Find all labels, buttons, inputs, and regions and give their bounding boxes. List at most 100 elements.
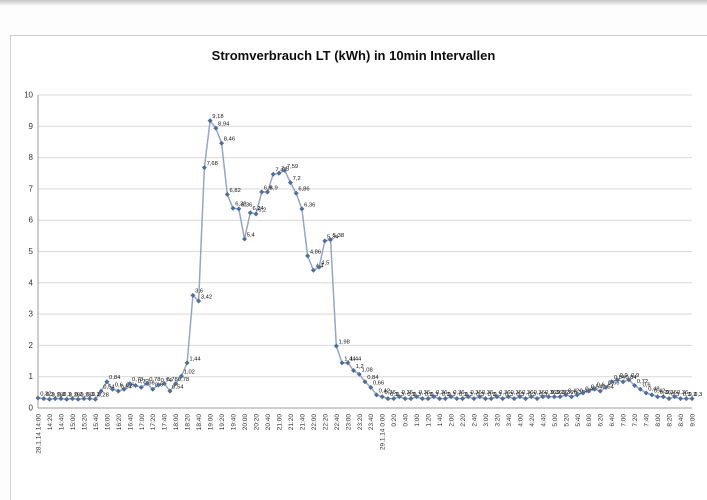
x-tick-label: 16:20: [116, 414, 123, 431]
data-point-label: 0,36: [522, 390, 533, 396]
data-point-label: 0,54: [602, 384, 614, 390]
data-point-label: 0,3: [488, 392, 496, 398]
data-point-marker: [460, 396, 466, 402]
data-point-label: 3,42: [201, 294, 212, 300]
data-point-marker: [201, 165, 207, 171]
data-point-marker: [230, 205, 236, 211]
x-tick-label: 18:20: [185, 414, 192, 431]
data-point-marker: [316, 264, 322, 270]
x-tick-label: 22:20: [322, 414, 329, 431]
data-point-marker: [69, 396, 75, 402]
data-point-marker: [551, 394, 557, 400]
data-point-marker: [557, 394, 563, 400]
data-point-label: 0,36: [384, 390, 395, 396]
data-point-label: 0,3: [688, 392, 696, 398]
data-point-label: 0,9: [620, 373, 628, 379]
data-point-label: 6,86: [298, 187, 309, 193]
x-tick-label: 3:20: [494, 414, 501, 427]
data-point-marker: [591, 386, 597, 392]
data-point-marker: [133, 382, 139, 388]
data-point-label: 0,36: [534, 390, 545, 396]
x-tick-label: 23:20: [357, 414, 364, 431]
data-point-label: 0,78: [149, 377, 160, 383]
data-point-label: 0,36: [499, 390, 510, 396]
x-tick-label: 7:20: [632, 414, 639, 427]
data-point-marker: [534, 396, 540, 402]
data-point-marker: [345, 360, 351, 366]
data-point-label: 7,47: [275, 168, 286, 174]
x-tick-label: 17:00: [139, 414, 146, 431]
y-tick-label: 9: [29, 122, 34, 131]
x-tick-label: 5:20: [563, 414, 570, 427]
data-point-marker: [396, 394, 402, 400]
x-tick-label: 21:00: [276, 414, 283, 431]
data-point-marker: [632, 382, 638, 388]
data-point-marker: [580, 390, 586, 396]
data-point-label: 0,84: [367, 375, 379, 381]
data-point-label: 0,3: [86, 392, 94, 398]
data-point-marker: [224, 192, 230, 198]
x-tick-label: 6:40: [609, 414, 616, 427]
data-point-marker: [448, 394, 454, 400]
data-point-label: 5,38: [333, 233, 344, 239]
data-point-marker: [419, 396, 425, 402]
data-point-label: 0,36: [551, 390, 562, 396]
x-tick-label: 19:20: [219, 414, 226, 431]
x-tick-label: 23:40: [368, 414, 375, 431]
data-point-label: 8,94: [218, 122, 230, 128]
x-tick-label: 21:20: [288, 414, 295, 431]
data-point-label: 0,36: [511, 390, 522, 396]
data-point-label: 0,74: [161, 378, 173, 384]
x-tick-label: 2:40: [472, 414, 479, 427]
data-point-marker: [264, 189, 270, 195]
data-point-marker: [150, 386, 156, 392]
data-point-marker: [414, 394, 420, 400]
data-point-marker: [517, 394, 523, 400]
x-tick-label: 15:00: [70, 414, 77, 431]
data-point-label: 0,48: [648, 386, 659, 392]
x-tick-label: 14:40: [58, 414, 65, 431]
data-point-marker: [75, 396, 81, 402]
data-point-marker: [500, 396, 506, 402]
data-point-marker: [178, 373, 184, 379]
x-tick-label: 8:40: [678, 414, 685, 427]
data-point-marker: [523, 396, 529, 402]
data-point-marker: [373, 392, 379, 398]
data-point-label: 0,3: [442, 392, 450, 398]
data-point-label: 0,36: [470, 390, 481, 396]
data-point-marker: [236, 206, 242, 212]
x-tick-label: 1:20: [426, 414, 433, 427]
x-tick-label: 4:20: [529, 414, 536, 427]
data-point-marker: [626, 377, 632, 383]
data-point-marker: [92, 396, 98, 402]
data-point-marker: [666, 396, 672, 402]
data-point-marker: [196, 298, 202, 304]
data-point-marker: [385, 396, 391, 402]
x-tick-label: 28.1.14 14:00: [36, 414, 43, 454]
data-point-label: 0,84: [625, 375, 637, 381]
y-tick-label: 1: [29, 372, 34, 381]
data-point-marker: [379, 394, 385, 400]
data-point-marker: [465, 394, 471, 400]
x-tick-label: 20:20: [254, 414, 261, 431]
data-point-label: 0,28: [52, 393, 63, 399]
x-tick-label: 17:20: [150, 414, 157, 431]
data-point-marker: [442, 396, 448, 402]
data-point-marker: [488, 396, 494, 402]
data-point-marker: [167, 388, 173, 394]
data-point-marker: [678, 396, 684, 402]
data-point-marker: [603, 384, 609, 390]
y-tick-label: 7: [29, 184, 34, 193]
data-point-label: 0,72: [637, 379, 648, 385]
data-point-marker: [247, 210, 253, 216]
data-point-marker: [471, 396, 477, 402]
data-point-label: 0,66: [373, 381, 384, 387]
data-point-label: 7,68: [207, 161, 218, 167]
data-point-marker: [609, 379, 615, 385]
data-point-label: 0,36: [402, 390, 413, 396]
data-point-marker: [408, 396, 414, 402]
y-tick-label: 6: [29, 216, 34, 225]
data-point-marker: [328, 237, 334, 243]
data-point-label: 0,36: [419, 390, 430, 396]
